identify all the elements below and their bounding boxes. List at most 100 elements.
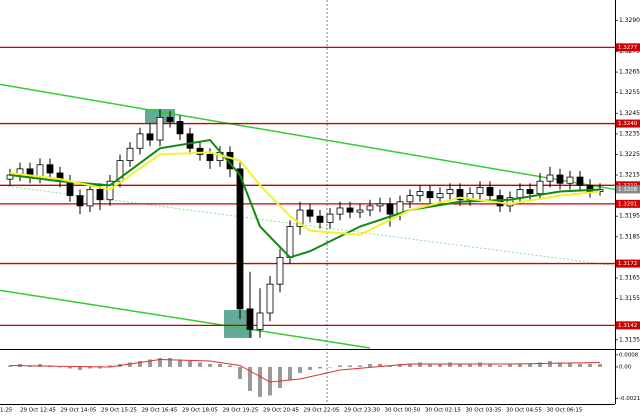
candle-body	[486, 186, 494, 197]
candle-body	[86, 189, 94, 207]
macd-bar	[98, 366, 102, 369]
macd-bar	[208, 363, 212, 367]
x-tick-label: 29 Oct 20:45	[263, 408, 299, 414]
macd-signal	[9, 358, 601, 383]
candle-body	[556, 174, 564, 184]
macd-bar	[158, 357, 162, 367]
candle-body	[96, 189, 104, 201]
macd-bar	[288, 366, 292, 381]
level-tag	[616, 199, 640, 208]
macd-tick-label: 0.0008	[619, 352, 639, 358]
x-tick-label: 29 Oct 19:25	[223, 408, 259, 414]
macd-bar	[88, 366, 92, 369]
candle-body	[206, 154, 214, 162]
macd-bar	[268, 366, 272, 396]
moving-average	[9, 151, 601, 236]
macd-bar	[488, 363, 492, 367]
y-tick-label: 1.3185	[619, 233, 640, 240]
macd-bar	[278, 366, 282, 388]
macd-bar	[508, 363, 512, 367]
macd-bar	[398, 363, 402, 367]
macd-bar	[298, 366, 302, 373]
y-tick-label: 1.3235	[619, 130, 640, 137]
macd-bar	[368, 363, 372, 367]
candle-body	[136, 133, 144, 149]
candle-body	[276, 256, 284, 285]
macd-bar	[148, 359, 152, 367]
y-tick-label: 1.3135	[619, 336, 640, 343]
candle-body	[386, 203, 394, 215]
x-tick-label: 30 Oct 06:15	[547, 408, 583, 414]
y-tick-label: 1.3255	[619, 89, 640, 96]
candle-body	[76, 195, 84, 207]
macd-bar	[178, 359, 182, 367]
macd-bar	[448, 362, 452, 367]
level-label: 1.3172	[618, 261, 637, 267]
candle-body	[246, 308, 254, 330]
x-tick-label: 1:25	[0, 408, 13, 414]
x-tick-label: 30 Oct 04:55	[506, 408, 542, 414]
candle-body	[166, 116, 174, 122]
macd-bar	[568, 362, 572, 367]
macd-bar	[108, 365, 112, 367]
y-tick-label: 1.3165	[619, 274, 640, 281]
candle-body	[346, 207, 354, 213]
macd-bar	[528, 363, 532, 367]
level-tag	[616, 43, 640, 52]
candle-body	[326, 213, 334, 223]
macd-bar	[458, 363, 462, 367]
macd-bar	[308, 366, 312, 370]
candle-body	[416, 191, 424, 197]
macd-bar	[218, 363, 222, 367]
macd-bar	[408, 363, 412, 367]
candle-body	[426, 191, 434, 199]
last-price-tag	[616, 185, 640, 194]
x-tick-label: 29 Oct 15:25	[101, 408, 137, 414]
trend-line	[0, 184, 616, 267]
macd-bar	[418, 362, 422, 367]
macd-tick-label: 0.00	[619, 364, 632, 370]
candle-body	[116, 160, 124, 182]
macd-bar	[258, 366, 262, 397]
macd-bar	[588, 363, 592, 367]
x-tick-label: 29 Oct 23:30	[344, 408, 380, 414]
level-label: 1.3277	[618, 45, 638, 51]
x-tick-label: 30 Oct 00:50	[385, 408, 421, 414]
candle-body	[406, 195, 414, 203]
candle-body	[356, 209, 364, 213]
macd-bar	[318, 366, 322, 369]
candle-body	[176, 121, 184, 135]
candle-body	[476, 186, 484, 194]
macd-bar	[348, 365, 352, 367]
macd-bar	[198, 362, 202, 367]
level-tag	[616, 321, 640, 330]
candle-body	[526, 189, 534, 194]
candle-body	[446, 189, 454, 194]
x-tick-label: 30 Oct 02:15	[425, 408, 461, 414]
y-tick-label: 1.3275	[619, 48, 640, 55]
candle-body	[236, 168, 244, 310]
y-tick-label: 1.3245	[619, 110, 640, 117]
y-tick-label: 1.3265	[619, 69, 640, 76]
y-tick-label: 1.3225	[619, 151, 640, 158]
macd-bar	[358, 365, 362, 367]
macd-bar	[478, 362, 482, 367]
candle-body	[536, 180, 544, 194]
macd-bar	[248, 366, 252, 391]
candle-body	[126, 147, 134, 162]
y-tick-label: 1.3155	[619, 295, 640, 302]
trend-line	[0, 83, 616, 191]
macd-bar	[228, 365, 232, 367]
macd-bar	[78, 366, 82, 370]
macd-tick-label: -0.0021	[619, 396, 640, 402]
candle-body	[296, 209, 304, 227]
macd-bar	[548, 360, 552, 367]
candle-body	[66, 180, 74, 197]
macd-bar	[8, 365, 12, 367]
macd-bar	[558, 362, 562, 367]
candle-body	[106, 180, 114, 201]
candle-body	[436, 193, 444, 199]
macd-bar	[188, 360, 192, 367]
